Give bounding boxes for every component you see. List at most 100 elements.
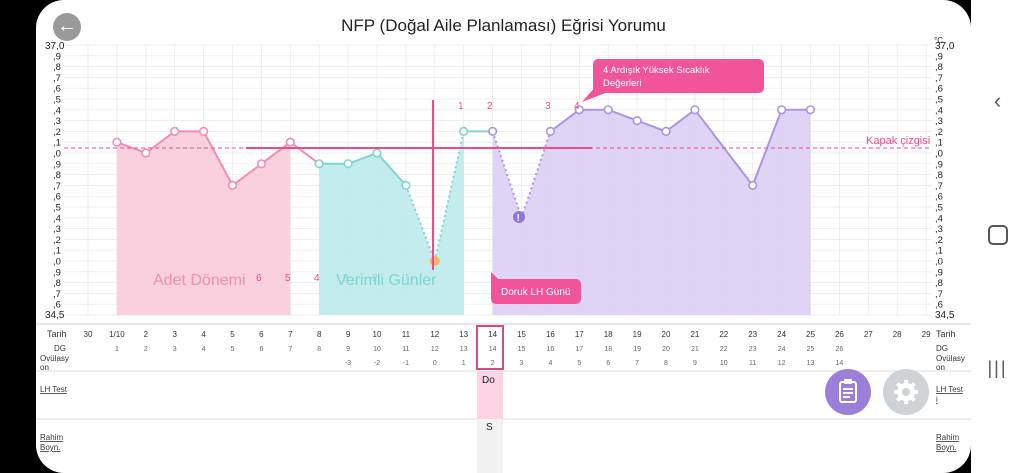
y-tick-label: ,0 xyxy=(53,257,61,268)
date-cell: 9 xyxy=(346,330,351,339)
temperature-segment xyxy=(116,141,147,154)
y-tick-label: ,0 xyxy=(53,149,61,160)
date-cell: 12 xyxy=(430,330,439,339)
date-cell: 1/10 xyxy=(109,330,125,339)
cycle-day-cell: 6 xyxy=(259,346,263,353)
nav-home-icon[interactable] xyxy=(971,225,1024,245)
alert-marker xyxy=(513,211,525,223)
row-label-lh-right-1: LH Test xyxy=(936,385,964,394)
count-mark-1: 1 xyxy=(458,101,464,112)
temperature-point xyxy=(112,137,122,147)
lh-peak-cell xyxy=(477,371,503,419)
temperature-point xyxy=(776,105,787,115)
phase-fills xyxy=(116,109,811,315)
row-label-cycle-day-right: DG xyxy=(936,344,948,353)
y-ticks-right: ,9,8,7,6,5,4,3,2,1,0,9,8,7,6,5,4,3,2,1,0… xyxy=(935,51,943,310)
y-tick-label: ,2 xyxy=(53,235,61,246)
ovulation-cell: 2 xyxy=(491,360,495,367)
temperature-segment xyxy=(202,130,234,186)
back-button[interactable]: ← xyxy=(53,13,81,41)
y-tick-label: ,7 xyxy=(53,73,61,84)
ovulation-cell: -1 xyxy=(403,360,409,367)
ovulation-cell: 11 xyxy=(749,360,756,367)
date-cell: 17 xyxy=(575,330,584,339)
date-cell: 7 xyxy=(288,330,293,339)
page-title: NFP (Doğal Aile Planlaması) Eğrisi Yorum… xyxy=(341,16,666,35)
cycle-day-cell: 12 xyxy=(431,346,439,353)
y-tick-label: ,2 xyxy=(53,127,61,138)
temperature-segment xyxy=(665,108,696,133)
temperature-segment xyxy=(520,131,552,219)
date-cell: 18 xyxy=(604,330,613,339)
gear-icon xyxy=(894,380,918,404)
date-cell: 2 xyxy=(144,330,149,339)
date-cell: 8 xyxy=(317,330,322,339)
ovulation-cell: -3 xyxy=(345,360,351,367)
temperature-point xyxy=(545,126,556,136)
y-tick-label: ,3 xyxy=(935,224,943,235)
date-cell: 27 xyxy=(864,330,873,339)
y-tick-label: ,6 xyxy=(935,84,943,95)
cycle-day-cell: 20 xyxy=(662,346,670,353)
nav-back-icon[interactable]: ‹ xyxy=(993,88,1002,113)
phase-fill xyxy=(319,131,464,315)
y-tick-label: ,2 xyxy=(935,127,943,138)
lh-peak-value: Do xyxy=(482,375,495,386)
row-label-lh: LH Test xyxy=(40,385,68,394)
cycle-day-cell: 17 xyxy=(575,346,583,353)
arrow-left-icon: ← xyxy=(57,15,77,37)
temperature-segment xyxy=(376,152,407,187)
y-tick-label: ,6 xyxy=(935,192,943,203)
cycle-day-cell: 5 xyxy=(231,346,235,353)
alert-icon: ! xyxy=(517,213,520,224)
y-tick-label: ,8 xyxy=(935,62,943,73)
date-cell: 29 xyxy=(922,330,931,339)
y-tick-label: ,6 xyxy=(53,84,61,95)
cycle-day-cell: 19 xyxy=(633,346,641,353)
temperature-point xyxy=(372,148,382,158)
fertile-label: Verimli Günler xyxy=(336,272,437,289)
temperature-point xyxy=(603,105,613,115)
y-tick-label: ,4 xyxy=(53,213,61,224)
cervix-cell xyxy=(477,419,503,473)
temperature-point xyxy=(690,105,700,115)
peak-lh-label: Doruk LH Günü xyxy=(501,287,570,298)
axis-unit: °C xyxy=(934,36,943,45)
y-tick-label: ,7 xyxy=(935,289,943,300)
y-tick-label: ,5 xyxy=(935,95,943,106)
temperature-point xyxy=(401,180,411,190)
clipboard-icon xyxy=(839,379,857,403)
peak-day-highlight xyxy=(476,325,504,370)
phase-fill xyxy=(492,109,811,315)
cycle-day-cell: 24 xyxy=(778,346,786,353)
row-label-ovulation-right-2: on xyxy=(936,363,945,372)
high-temp-label-1: 4 Ardışık Yüksek Sıcaklık xyxy=(603,65,710,76)
ovulation-cell: 12 xyxy=(778,360,786,367)
y-tick-label: ,8 xyxy=(935,278,943,289)
y-tick-label: ,8 xyxy=(53,278,61,289)
y-tick-label: ,0 xyxy=(935,149,943,160)
settings-button[interactable] xyxy=(883,369,929,415)
date-cell: 13 xyxy=(459,330,468,339)
y-tick-label: ,6 xyxy=(53,300,61,311)
date-cell: 4 xyxy=(201,330,206,339)
count-mark-2: 2 xyxy=(487,101,493,112)
y-tick-label: ,4 xyxy=(935,213,943,224)
temperature-point xyxy=(227,180,238,190)
date-cell: 5 xyxy=(230,330,235,339)
row-label-cervix-1: Rahim xyxy=(40,433,63,442)
high-temp-callout xyxy=(593,59,764,93)
chart-report-button[interactable] xyxy=(825,369,871,415)
cycle-day-cell: 16 xyxy=(547,346,555,353)
ovulation-cell: 10 xyxy=(720,360,728,367)
date-cell: 10 xyxy=(373,330,382,339)
nav-recents-icon[interactable]: ||| xyxy=(987,358,1008,378)
high-temp-label-2: Değerleri xyxy=(603,78,642,89)
row-label-cervix-right-2: Boyn. xyxy=(936,443,956,452)
temperature-point xyxy=(488,126,498,136)
temperature-point xyxy=(459,126,469,136)
cycle-day-cell: 25 xyxy=(807,346,815,353)
cover-line-label: Kapak çizgisi xyxy=(866,135,930,147)
y-tick-label: ,7 xyxy=(53,181,61,192)
date-cell: 11 xyxy=(402,330,411,339)
